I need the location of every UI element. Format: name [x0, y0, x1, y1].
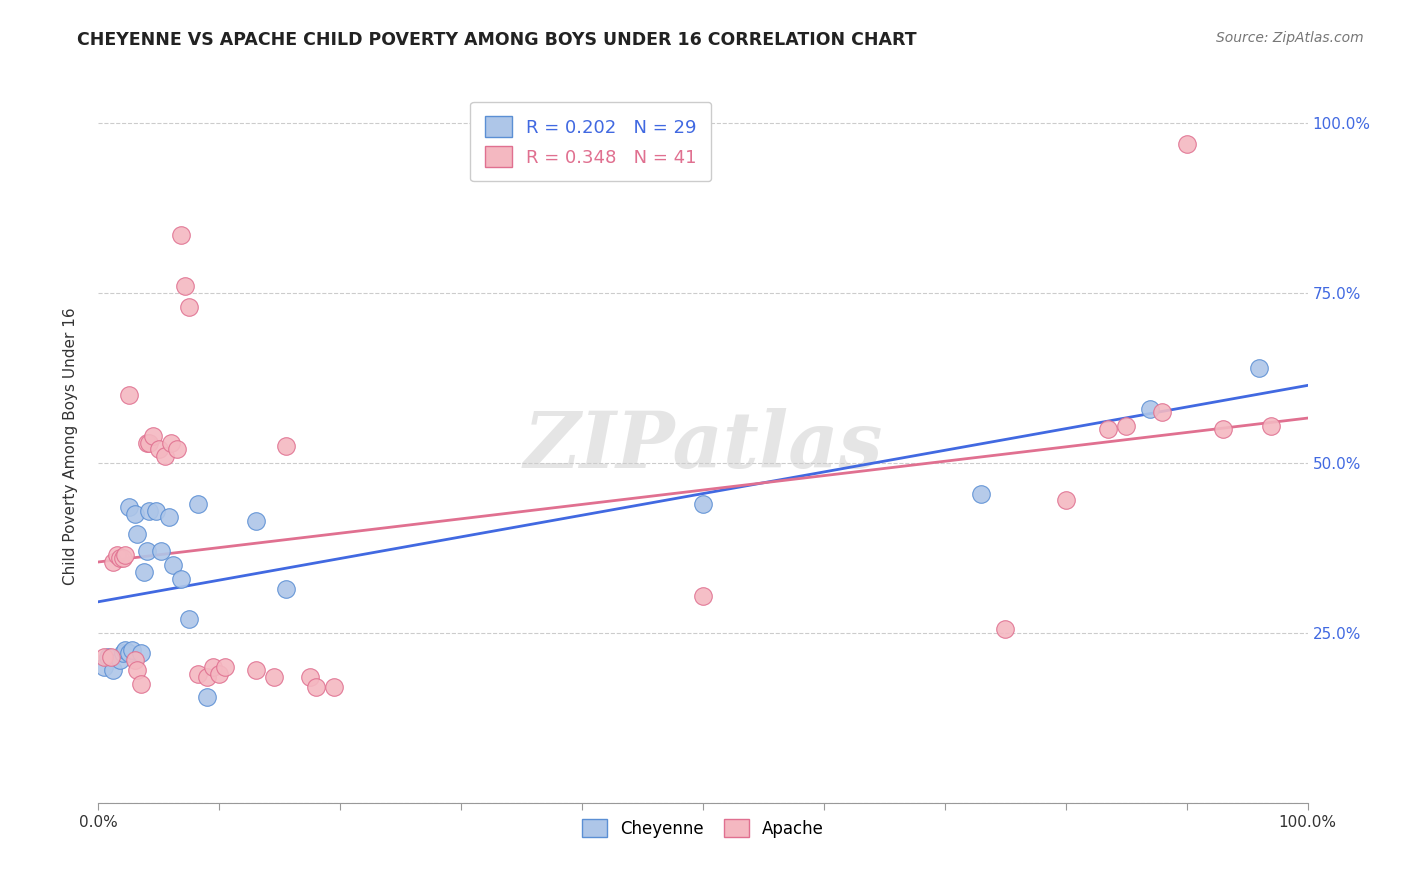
Point — [1260, 418, 1282, 433]
Point — [153, 449, 176, 463]
Point — [166, 442, 188, 457]
Text: CHEYENNE VS APACHE CHILD POVERTY AMONG BOYS UNDER 16 CORRELATION CHART: CHEYENNE VS APACHE CHILD POVERTY AMONG B… — [77, 31, 917, 49]
Point — [305, 680, 328, 694]
Point — [145, 503, 167, 517]
Point — [195, 670, 218, 684]
Point — [93, 660, 115, 674]
Point — [208, 666, 231, 681]
Point — [101, 555, 124, 569]
Point — [263, 670, 285, 684]
Point — [135, 544, 157, 558]
Point — [138, 435, 160, 450]
Point — [1115, 418, 1137, 433]
Point — [101, 663, 124, 677]
Point — [169, 572, 191, 586]
Point — [108, 551, 131, 566]
Point — [127, 663, 149, 677]
Point — [692, 589, 714, 603]
Point — [1175, 136, 1198, 151]
Point — [129, 677, 152, 691]
Point — [157, 510, 180, 524]
Point — [169, 228, 191, 243]
Point — [299, 670, 322, 684]
Point — [187, 666, 209, 681]
Point — [179, 612, 201, 626]
Point — [195, 690, 218, 705]
Point — [1139, 401, 1161, 416]
Legend: Cheyenne, Apache: Cheyenne, Apache — [575, 813, 831, 845]
Point — [274, 582, 297, 596]
Point — [114, 548, 136, 562]
Point — [1097, 422, 1119, 436]
Point — [127, 527, 149, 541]
Point — [1054, 493, 1077, 508]
Point — [124, 653, 146, 667]
Point — [93, 649, 115, 664]
Text: Source: ZipAtlas.com: Source: ZipAtlas.com — [1216, 31, 1364, 45]
Point — [970, 486, 993, 500]
Point — [108, 653, 131, 667]
Point — [150, 544, 173, 558]
Point — [245, 663, 267, 677]
Point — [111, 646, 134, 660]
Point — [1212, 422, 1234, 436]
Point — [179, 300, 201, 314]
Point — [121, 643, 143, 657]
Point — [214, 660, 236, 674]
Point — [162, 558, 184, 572]
Point — [100, 649, 122, 664]
Point — [114, 643, 136, 657]
Point — [274, 439, 297, 453]
Point — [323, 680, 346, 694]
Point — [118, 500, 141, 515]
Point — [148, 442, 170, 457]
Point — [129, 646, 152, 660]
Y-axis label: Child Poverty Among Boys Under 16: Child Poverty Among Boys Under 16 — [63, 307, 77, 585]
Point — [138, 503, 160, 517]
Point — [118, 646, 141, 660]
Point — [994, 623, 1017, 637]
Point — [245, 514, 267, 528]
Point — [187, 497, 209, 511]
Point — [135, 435, 157, 450]
Point — [111, 551, 134, 566]
Point — [202, 660, 225, 674]
Point — [692, 497, 714, 511]
Point — [1249, 360, 1271, 375]
Text: ZIPatlas: ZIPatlas — [523, 408, 883, 484]
Point — [118, 388, 141, 402]
Point — [160, 435, 183, 450]
Point — [1152, 405, 1174, 419]
Point — [174, 279, 197, 293]
Point — [97, 649, 120, 664]
Point — [124, 507, 146, 521]
Point — [134, 565, 156, 579]
Point — [142, 429, 165, 443]
Point — [105, 548, 128, 562]
